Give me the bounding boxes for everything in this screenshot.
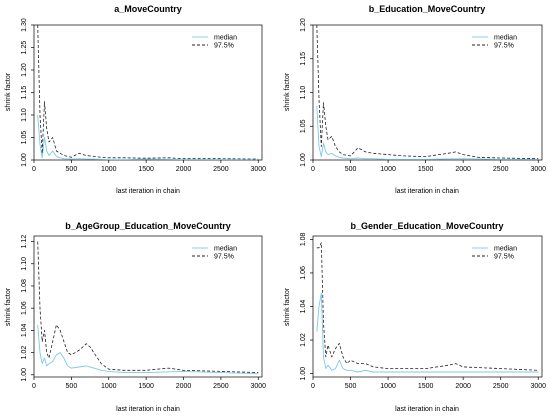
- x-tick-label: 3000: [250, 383, 266, 390]
- x-axis-label: last iteration in chain: [395, 188, 459, 195]
- x-tick-label: 0: [311, 166, 315, 173]
- y-tick-label: 1.02: [300, 333, 307, 347]
- legend-entry: median: [494, 246, 517, 253]
- y-tick-label: 1.25: [21, 41, 28, 55]
- legend-entry: 97.5%: [214, 254, 234, 261]
- chart-title: b_Gender_Education_MoveCountry: [350, 221, 503, 231]
- x-tick-label: 2500: [493, 383, 509, 390]
- y-tick-label: 1.04: [21, 323, 28, 337]
- x-axis-label: last iteration in chain: [116, 188, 180, 195]
- y-tick-label: 1.20: [21, 63, 28, 77]
- series-line-upper: [316, 242, 539, 371]
- y-tick-label: 1.08: [21, 279, 28, 293]
- x-tick-label: 2000: [176, 383, 192, 390]
- series-line-median: [37, 114, 259, 161]
- y-tick-label: 1.06: [21, 301, 28, 315]
- legend-entry: median: [214, 35, 237, 42]
- x-tick-label: 1500: [418, 166, 434, 173]
- chart-title: b_AgeGroup_Education_MoveCountry: [65, 221, 231, 231]
- y-tick-label: 1.00: [300, 367, 307, 381]
- x-tick-label: 2500: [213, 383, 229, 390]
- x-tick-label: 3000: [530, 383, 546, 390]
- y-tick-label: 1.10: [21, 257, 28, 271]
- y-tick-label: 1.12: [21, 235, 28, 249]
- x-tick-label: 0: [311, 383, 315, 390]
- series-line-median: [37, 324, 259, 375]
- y-tick-label: 1.00: [21, 368, 28, 382]
- series-line-median: [316, 105, 539, 160]
- x-tick-label: 2000: [176, 166, 192, 173]
- y-tick-label: 1.10: [300, 86, 307, 100]
- y-tick-label: 1.05: [300, 119, 307, 133]
- x-tick-label: 2500: [213, 166, 229, 173]
- x-tick-label: 2500: [493, 166, 509, 173]
- legend-entry: median: [494, 35, 517, 42]
- y-tick-label: 1.08: [300, 232, 307, 246]
- x-tick-label: 500: [66, 166, 78, 173]
- chart-title: b_Education_MoveCountry: [369, 4, 486, 14]
- y-tick-label: 1.10: [21, 108, 28, 122]
- x-tick-label: 500: [66, 383, 78, 390]
- x-tick-label: 500: [345, 383, 357, 390]
- x-tick-label: 3000: [530, 166, 546, 173]
- y-tick-label: 1.15: [21, 86, 28, 100]
- series-line-median: [316, 292, 539, 373]
- legend-entry: 97.5%: [494, 43, 514, 50]
- y-axis-label: shrink factor: [5, 287, 12, 326]
- y-tick-label: 1.05: [21, 131, 28, 145]
- y-axis-label: shrink factor: [284, 287, 291, 326]
- x-tick-label: 2000: [455, 166, 471, 173]
- x-tick-label: 2000: [455, 383, 471, 390]
- series-line-upper: [316, 24, 539, 160]
- chart-title: a_MoveCountry: [114, 4, 182, 14]
- legend-entry: 97.5%: [214, 43, 234, 50]
- x-tick-label: 3000: [250, 166, 266, 173]
- y-tick-label: 1.15: [300, 52, 307, 66]
- plot-frame: [33, 235, 263, 378]
- x-tick-label: 1500: [138, 383, 154, 390]
- x-tick-label: 0: [32, 166, 36, 173]
- x-tick-label: 1000: [101, 166, 117, 173]
- x-axis-label: last iteration in chain: [395, 406, 459, 413]
- x-tick-label: 1000: [380, 383, 396, 390]
- y-tick-label: 1.04: [300, 300, 307, 314]
- series-line-upper: [37, 241, 259, 373]
- x-tick-label: 1500: [418, 383, 434, 390]
- x-tick-label: 1000: [380, 166, 396, 173]
- y-axis-label: shrink factor: [284, 72, 291, 111]
- y-tick-label: 1.00: [300, 153, 307, 167]
- x-tick-label: 1000: [101, 383, 117, 390]
- y-tick-label: 1.30: [21, 18, 28, 32]
- x-tick-label: 1500: [138, 166, 154, 173]
- x-tick-label: 0: [32, 383, 36, 390]
- y-axis-label: shrink factor: [5, 72, 12, 111]
- series-line-upper: [37, 24, 259, 160]
- x-tick-label: 500: [345, 166, 357, 173]
- x-axis-label: last iteration in chain: [116, 406, 180, 413]
- y-tick-label: 1.02: [21, 346, 28, 360]
- legend-entry: 97.5%: [494, 254, 514, 261]
- y-tick-label: 1.20: [300, 18, 307, 32]
- y-tick-label: 1.06: [300, 266, 307, 280]
- y-tick-label: 1.00: [21, 153, 28, 167]
- legend-entry: median: [214, 246, 237, 253]
